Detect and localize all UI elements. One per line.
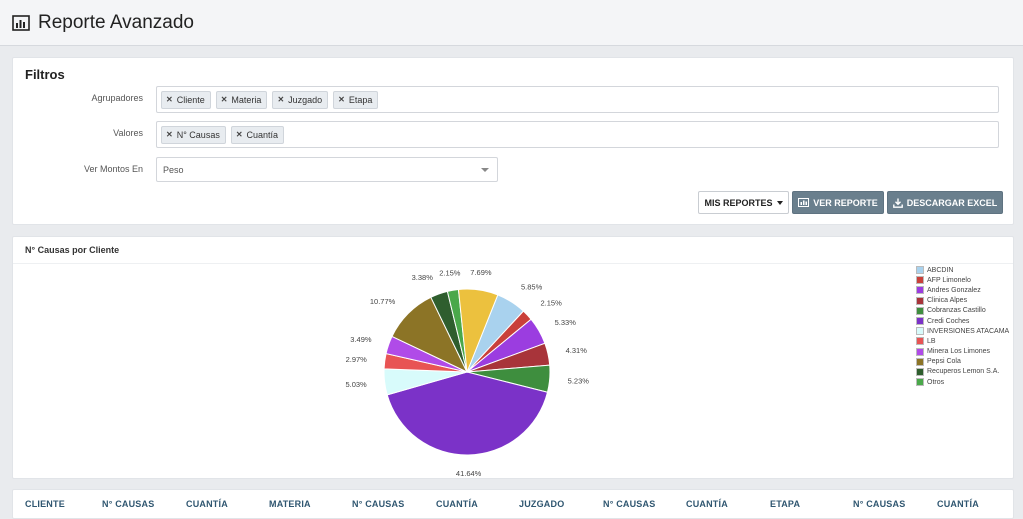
legend-item[interactable]: AFP Limonelo [916, 275, 1014, 285]
slice-label: 41.64% [456, 469, 482, 478]
remove-icon[interactable]: ✕ [338, 95, 345, 104]
descargar-excel-button[interactable]: DESCARGAR EXCEL [887, 191, 1003, 214]
slice-label: 5.33% [555, 318, 577, 327]
slice-label: 3.49% [350, 335, 372, 344]
col-header[interactable]: ETAPA [770, 499, 801, 509]
agrupador-tag[interactable]: ✕ Cliente [161, 90, 211, 109]
legend-swatch [916, 357, 924, 366]
col-header[interactable]: CLIENTE [25, 499, 65, 509]
slice-label: 4.31% [566, 346, 588, 355]
mis-reportes-button[interactable]: MIS REPORTES [698, 191, 789, 214]
legend-swatch [916, 367, 924, 376]
remove-icon[interactable]: ✕ [166, 130, 173, 139]
col-header[interactable]: CUANTÍA [686, 499, 728, 509]
chart-icon [798, 198, 810, 207]
legend-swatch [916, 306, 924, 315]
remove-icon[interactable]: ✕ [235, 130, 243, 139]
agrupador-tag[interactable]: ✕ Materia [215, 90, 268, 109]
col-header[interactable]: N° CAUSAS [102, 499, 155, 509]
legend-item[interactable]: INVERSIONES ATACAMA [916, 326, 1014, 336]
legend-item[interactable]: Pepsi Cola [916, 357, 1014, 367]
valor-tag[interactable]: ✕ Cuantía [230, 125, 285, 144]
col-header[interactable]: MATERIA [269, 499, 311, 509]
legend-label: Recuperos Lemon S.A. [927, 368, 1000, 376]
legend-item[interactable]: Cobranzas Castillo [916, 306, 1014, 316]
legend-swatch [916, 266, 924, 275]
legend-item[interactable]: ABCDIN [916, 265, 1014, 275]
filters-title: Filtros [25, 67, 65, 82]
valores-input[interactable]: ✕ N° Causas ✕ Cuantía [156, 121, 999, 148]
legend-label: Otros [927, 378, 945, 386]
slice-label: 10.77% [370, 297, 396, 306]
download-icon [892, 198, 903, 208]
legend-swatch [916, 327, 924, 336]
agrupador-tag[interactable]: ✕ Etapa [333, 90, 379, 109]
legend-swatch [916, 317, 924, 326]
montos-value: Peso [163, 164, 184, 175]
slice-label: 5.23% [568, 376, 590, 385]
slice-label: 2.97% [346, 355, 368, 364]
agrupadores-label: Agrupadores [91, 93, 143, 103]
filters-panel: Filtros Agrupadores ✕ Cliente ✕ Materia ✕ J… [12, 57, 1014, 225]
legend-item[interactable]: LB [916, 336, 1014, 346]
chevron-down-icon [481, 168, 489, 172]
chart-legend: ABCDIN AFP Limonelo Andres Gonzalez Clinica… [916, 265, 1014, 387]
legend-swatch [916, 347, 924, 356]
legend-label: ABCDIN [927, 266, 954, 274]
legend-label: Cobranzas Castillo [927, 307, 986, 315]
pie-slice[interactable] [386, 371, 549, 456]
legend-label: Minera Los Limones [927, 348, 991, 356]
legend-label: INVERSIONES ATACAMA [927, 327, 1010, 335]
top-bar: Reporte Avanzado [0, 0, 1023, 46]
col-header[interactable]: CUANTÍA [436, 499, 478, 509]
valor-tag[interactable]: ✕ N° Causas [161, 125, 226, 144]
legend-swatch [916, 296, 924, 305]
legend-swatch [916, 286, 924, 295]
col-header[interactable]: CUANTÍA [937, 499, 979, 509]
slice-label: 3.38% [412, 273, 434, 282]
legend-swatch [916, 337, 924, 346]
remove-icon[interactable]: ✕ [220, 95, 228, 104]
legend-item[interactable]: Otros [916, 377, 1014, 387]
pie-chart: 5.85% 2.15% 5.33% 4.31% 5.23% 41.64% 5.03% 2.97… [345, 268, 590, 478]
agrupador-tag[interactable]: ✕ Juzgado [272, 90, 329, 109]
legend-item[interactable]: Clinica Alpes [916, 296, 1014, 306]
ver-reporte-button[interactable]: VER REPORTE [792, 191, 884, 214]
legend-label: Andres Gonzalez [927, 286, 981, 294]
legend-swatch [916, 378, 924, 387]
legend-label: AFP Limonelo [927, 276, 971, 284]
remove-icon[interactable]: ✕ [166, 95, 173, 104]
page-title: Reporte Avanzado [38, 11, 194, 33]
col-header[interactable]: N° CAUSAS [603, 499, 656, 509]
slice-label: 2.15% [439, 268, 461, 277]
legend-item[interactable]: Andres Gonzalez [916, 285, 1014, 295]
montos-select[interactable]: Peso [156, 157, 498, 182]
valores-label: Valores [113, 128, 143, 138]
bar-chart-icon [12, 14, 30, 31]
legend-label: Pepsi Cola [927, 358, 961, 366]
col-header[interactable]: N° CAUSAS [352, 499, 405, 509]
chart-title: N° Causas por Cliente [13, 237, 1013, 264]
legend-item[interactable]: Recuperos Lemon S.A. [916, 367, 1014, 377]
legend-swatch [916, 276, 924, 285]
col-header[interactable]: CUANTÍA [186, 499, 228, 509]
legend-label: LB [927, 337, 936, 345]
col-header[interactable]: N° CAUSAS [853, 499, 906, 509]
col-header[interactable]: JUZGADO [519, 499, 565, 509]
slice-label: 5.85% [521, 283, 543, 292]
agrupadores-input[interactable]: ✕ Cliente ✕ Materia ✕ Juzgado ✕ Etapa [156, 86, 999, 113]
pie-slice[interactable] [457, 288, 499, 373]
legend-item[interactable]: Credi Coches [916, 316, 1014, 326]
caret-down-icon [776, 200, 783, 205]
montos-label: Ver Montos En [83, 164, 143, 174]
slice-label: 2.15% [541, 299, 563, 308]
chart-panel: N° Causas por Cliente 5.85% 2.15% 5.33% 4.3… [12, 236, 1014, 479]
remove-icon[interactable]: ✕ [277, 95, 285, 104]
slice-label: 7.69% [470, 268, 492, 277]
legend-label: Credi Coches [927, 317, 970, 325]
report-table: CLIENTE N° CAUSAS CUANTÍA MATERIA N° CAU… [12, 489, 1014, 519]
legend-label: Clinica Alpes [927, 297, 968, 305]
slice-label: 5.03% [345, 380, 367, 389]
legend-item[interactable]: Minera Los Limones [916, 347, 1014, 357]
